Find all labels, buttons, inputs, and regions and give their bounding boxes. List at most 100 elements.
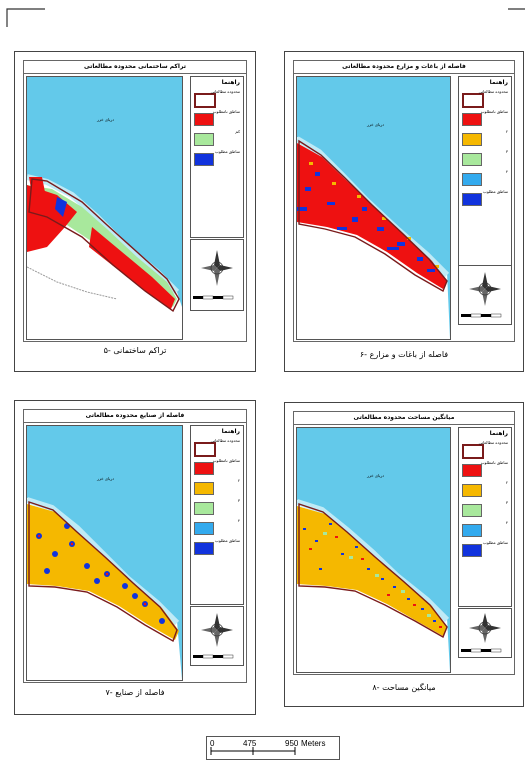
legend-item: مناطق مطلوب [191, 537, 243, 557]
legend-swatch [194, 442, 216, 457]
legend-swatch [194, 462, 214, 475]
compass-icon [461, 272, 502, 318]
legend-swatch [462, 524, 482, 537]
panel-title: فاصله از صنایع محدوده مطالعاتی [24, 410, 246, 423]
legend-label: محدوده مطالعاتی [478, 440, 508, 445]
map-legend: راهنما محدوده مطالعاتی مناطق نامطلوب کم منا… [190, 76, 244, 238]
legend-item: ۴ [191, 517, 243, 537]
legend-label: ۴ [505, 169, 508, 174]
scale-tick-950: 950 [285, 739, 299, 748]
map-panel-distance-gardens: فاصله از باغات و مزارع محدوده مطالعاتی [284, 51, 524, 372]
legend-swatch [194, 522, 214, 535]
map-image [297, 428, 450, 672]
scale-bar-graphic [210, 747, 296, 755]
legend-item: محدوده مطالعاتی [191, 437, 243, 457]
legend-swatch [462, 113, 482, 126]
map-frame: دریای خزر [296, 76, 451, 340]
legend-item: مناطق نامطلوب [191, 457, 243, 477]
legend-swatch [194, 542, 214, 555]
legend-item: ۳ [459, 148, 511, 168]
sea-label: دریای خزر [97, 476, 115, 481]
crop-mark-top-right [508, 8, 525, 10]
legend-label: مناطق مطلوب [215, 538, 240, 543]
legend-item: ۴ [459, 168, 511, 188]
legend-swatch [462, 93, 484, 108]
map-panel-average-area: میانگین مساحت محدوده مطالعاتی [284, 402, 524, 707]
legend-title: راهنما [489, 79, 508, 86]
legend-label: محدوده مطالعاتی [478, 89, 508, 94]
map-panel-building-density: تراکم ساختمانی محدوده مطالعاتی دریای خزر… [14, 51, 256, 372]
legend-title: راهنما [221, 79, 240, 86]
map-frame: دریای خزر [26, 425, 183, 681]
legend-label: مناطق مطلوب [483, 540, 508, 545]
legend-swatch [462, 544, 482, 557]
figure-caption: ۵- تراکم ساختمانی [103, 346, 167, 355]
legend-swatch [462, 193, 482, 206]
compass-icon [193, 250, 234, 300]
legend-swatch [194, 93, 216, 108]
legend-swatch [462, 484, 482, 497]
legend-item: مناطق مطلوب [191, 148, 243, 168]
panel-title: تراکم ساختمانی محدوده مطالعاتی [24, 61, 246, 74]
legend-item: کم [191, 128, 243, 148]
map-panel-distance-industry: فاصله از صنایع محدوده مطالعاتی دریای خزر [14, 400, 256, 715]
legend-swatch [462, 173, 482, 186]
legend-label: ۲ [237, 478, 240, 483]
legend-swatch [194, 153, 214, 166]
scale-unit: Meters [301, 739, 326, 748]
north-arrow-scale-box [190, 239, 244, 311]
legend-item: ۲ [459, 479, 511, 499]
figure-caption: ۶- فاصله از باغات و مزارع [359, 350, 449, 359]
map-legend: راهنما محدوده مطالعاتی مناطق نامطلوب ۲ ۳ ۴ من… [458, 427, 512, 607]
panel-title: فاصله از باغات و مزارع محدوده مطالعاتی [294, 61, 514, 74]
legend-swatch [462, 444, 484, 459]
north-arrow-scale-box [458, 265, 512, 325]
scale-tick-0: 0 [210, 739, 215, 748]
legend-item: ۲ [191, 477, 243, 497]
legend-item: ۲ [459, 128, 511, 148]
legend-item: محدوده مطالعاتی [459, 439, 511, 459]
legend-item: مناطق مطلوب [459, 188, 511, 208]
legend-item: محدوده مطالعاتی [459, 88, 511, 108]
map-frame: دریای خزر [296, 427, 451, 673]
sea-label: دریای خزر [97, 117, 115, 122]
legend-swatch [462, 504, 482, 517]
legend-swatch [194, 502, 214, 515]
crop-mark-top-left [6, 8, 45, 27]
sea-label: دریای خزر [367, 473, 385, 478]
legend-item: ۳ [459, 499, 511, 519]
legend-swatch [462, 153, 482, 166]
map-image [297, 77, 450, 339]
compass-icon [193, 613, 234, 659]
legend-swatch [462, 464, 482, 477]
legend-label: کم [235, 129, 240, 134]
legend-label: محدوده مطالعاتی [210, 89, 240, 94]
map-legend: راهنما محدوده مطالعاتی مناطق نامطلوب ۲ ۳ ۴ من… [458, 76, 512, 278]
legend-item: ۴ [459, 519, 511, 539]
sea-label: دریای خزر [367, 122, 385, 127]
legend-label: محدوده مطالعاتی [210, 438, 240, 443]
legend-item: مناطق مطلوب [459, 539, 511, 559]
legend-swatch [194, 133, 214, 146]
legend-item: مناطق نامطلوب [459, 108, 511, 128]
legend-swatch [194, 482, 214, 495]
legend-label: مناطق مطلوب [483, 189, 508, 194]
north-arrow-scale-box [190, 606, 244, 666]
map-image [27, 77, 182, 339]
legend-item: مناطق نامطلوب [191, 108, 243, 128]
legend-label: ۳ [237, 498, 240, 503]
figure-caption: ۷- فاصله از صنایع [105, 688, 165, 697]
legend-label: ۴ [237, 518, 240, 523]
legend-swatch [462, 133, 482, 146]
figure-caption: ۸- میانگین مساحت [372, 683, 436, 692]
legend-title: راهنما [489, 430, 508, 437]
compass-icon [461, 613, 502, 653]
map-image [27, 426, 182, 680]
map-legend: راهنما محدوده مطالعاتی مناطق نامطلوب ۲ ۳ ۴ من… [190, 425, 244, 605]
legend-item: مناطق نامطلوب [459, 459, 511, 479]
scale-tick-475: 475 [243, 739, 257, 748]
panel-title: میانگین مساحت محدوده مطالعاتی [294, 412, 514, 425]
legend-label: ۲ [505, 129, 508, 134]
legend-label: مناطق نامطلوب [212, 109, 240, 114]
legend-label: ۳ [505, 500, 508, 505]
